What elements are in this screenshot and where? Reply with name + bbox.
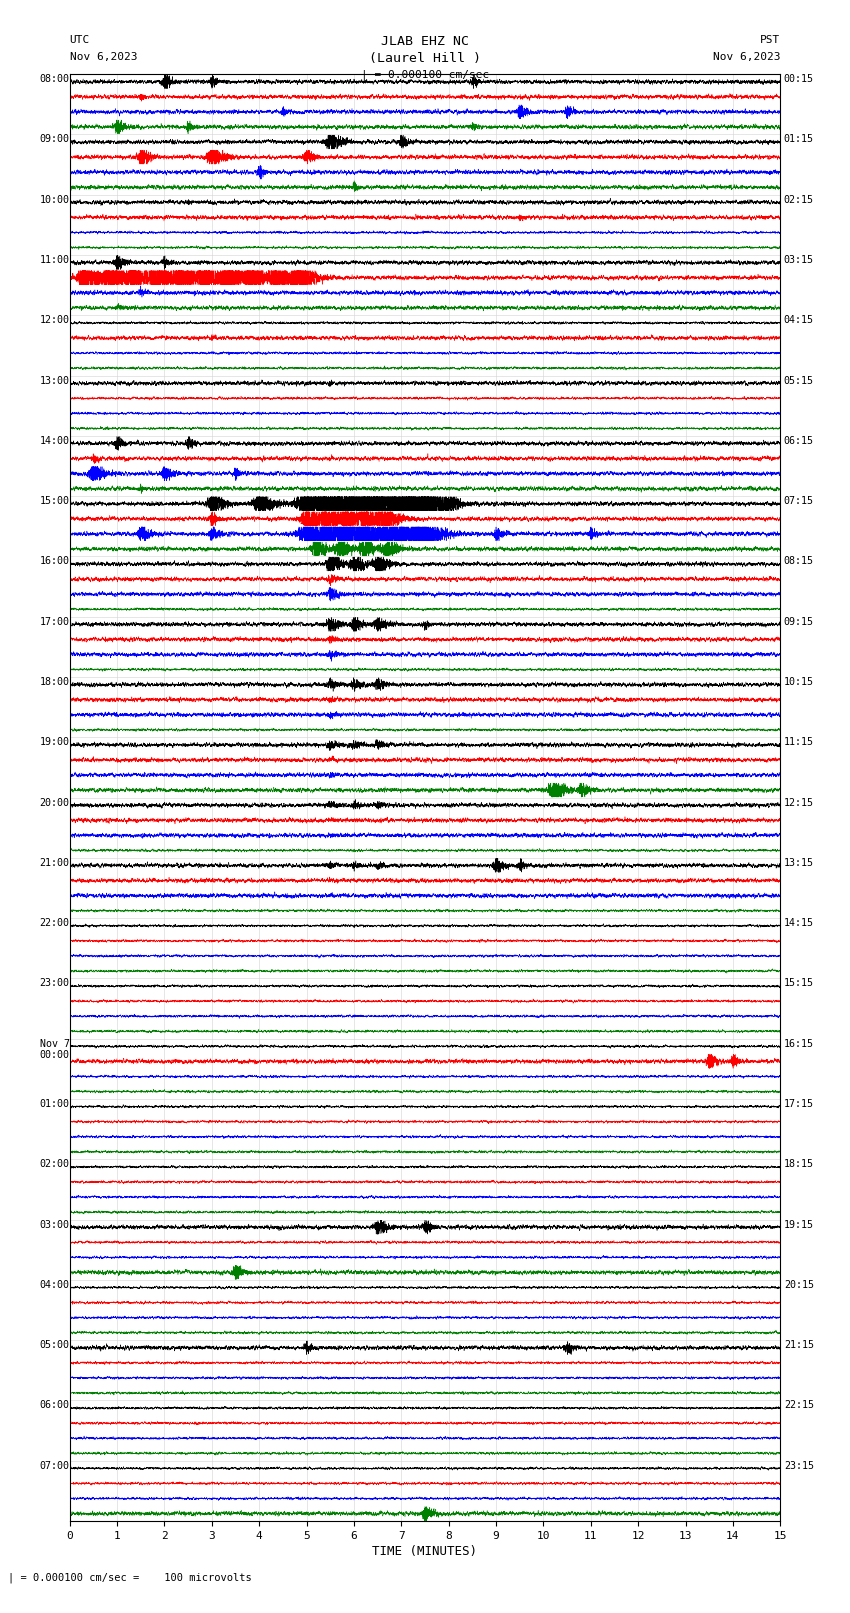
Text: 14:00: 14:00 bbox=[40, 436, 70, 445]
Text: 12:15: 12:15 bbox=[784, 798, 813, 808]
Text: | = 0.000100 cm/sec =    100 microvolts: | = 0.000100 cm/sec = 100 microvolts bbox=[8, 1573, 252, 1584]
Text: 09:15: 09:15 bbox=[784, 616, 813, 627]
Text: 08:00: 08:00 bbox=[40, 74, 70, 84]
Text: | = 0.000100 cm/sec: | = 0.000100 cm/sec bbox=[361, 69, 489, 81]
Text: 03:00: 03:00 bbox=[40, 1219, 70, 1229]
Text: 06:00: 06:00 bbox=[40, 1400, 70, 1410]
Text: 13:00: 13:00 bbox=[40, 376, 70, 386]
Text: 19:15: 19:15 bbox=[784, 1219, 813, 1229]
Text: PST: PST bbox=[760, 35, 780, 45]
Text: 04:15: 04:15 bbox=[784, 316, 813, 326]
Text: 11:00: 11:00 bbox=[40, 255, 70, 265]
Text: (Laurel Hill ): (Laurel Hill ) bbox=[369, 52, 481, 65]
Text: 18:15: 18:15 bbox=[784, 1160, 813, 1169]
Text: 03:15: 03:15 bbox=[784, 255, 813, 265]
Text: 17:00: 17:00 bbox=[40, 616, 70, 627]
Text: 16:00: 16:00 bbox=[40, 556, 70, 566]
Text: 13:15: 13:15 bbox=[784, 858, 813, 868]
Text: 22:00: 22:00 bbox=[40, 918, 70, 927]
Text: 09:00: 09:00 bbox=[40, 134, 70, 145]
Text: 16:15: 16:15 bbox=[784, 1039, 813, 1048]
Text: 10:00: 10:00 bbox=[40, 195, 70, 205]
Text: 04:00: 04:00 bbox=[40, 1281, 70, 1290]
Text: Nov 7
00:00: Nov 7 00:00 bbox=[40, 1039, 70, 1060]
Text: JLAB EHZ NC: JLAB EHZ NC bbox=[381, 35, 469, 48]
Text: 08:15: 08:15 bbox=[784, 556, 813, 566]
Text: 07:15: 07:15 bbox=[784, 497, 813, 506]
Text: 01:00: 01:00 bbox=[40, 1098, 70, 1110]
Text: 05:15: 05:15 bbox=[784, 376, 813, 386]
Text: 02:15: 02:15 bbox=[784, 195, 813, 205]
Text: 12:00: 12:00 bbox=[40, 316, 70, 326]
Text: Nov 6,2023: Nov 6,2023 bbox=[70, 52, 137, 61]
Text: 15:15: 15:15 bbox=[784, 979, 813, 989]
Text: 18:00: 18:00 bbox=[40, 677, 70, 687]
Text: 02:00: 02:00 bbox=[40, 1160, 70, 1169]
Text: 17:15: 17:15 bbox=[784, 1098, 813, 1110]
X-axis label: TIME (MINUTES): TIME (MINUTES) bbox=[372, 1545, 478, 1558]
Text: 20:00: 20:00 bbox=[40, 798, 70, 808]
Text: 23:15: 23:15 bbox=[784, 1461, 813, 1471]
Text: 20:15: 20:15 bbox=[784, 1281, 813, 1290]
Text: 14:15: 14:15 bbox=[784, 918, 813, 927]
Text: 19:00: 19:00 bbox=[40, 737, 70, 747]
Text: 22:15: 22:15 bbox=[784, 1400, 813, 1410]
Text: 07:00: 07:00 bbox=[40, 1461, 70, 1471]
Text: 11:15: 11:15 bbox=[784, 737, 813, 747]
Text: 21:00: 21:00 bbox=[40, 858, 70, 868]
Text: 21:15: 21:15 bbox=[784, 1340, 813, 1350]
Text: 10:15: 10:15 bbox=[784, 677, 813, 687]
Text: UTC: UTC bbox=[70, 35, 90, 45]
Text: 15:00: 15:00 bbox=[40, 497, 70, 506]
Text: 23:00: 23:00 bbox=[40, 979, 70, 989]
Text: Nov 6,2023: Nov 6,2023 bbox=[713, 52, 780, 61]
Text: 05:00: 05:00 bbox=[40, 1340, 70, 1350]
Text: 01:15: 01:15 bbox=[784, 134, 813, 145]
Text: 06:15: 06:15 bbox=[784, 436, 813, 445]
Text: 00:15: 00:15 bbox=[784, 74, 813, 84]
